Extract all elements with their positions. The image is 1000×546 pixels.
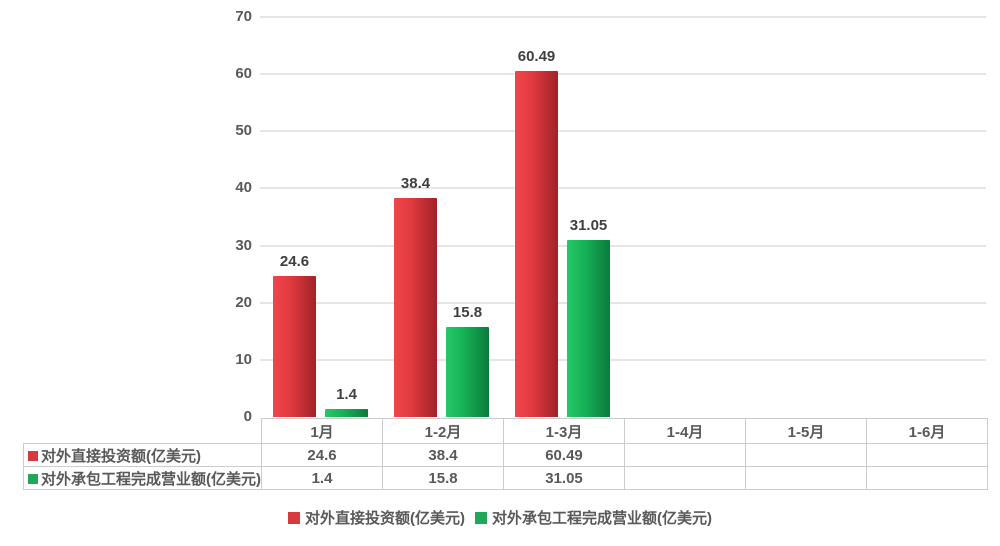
legend-swatch-icon xyxy=(475,512,487,524)
table-row: 对外承包工程完成营业额(亿美元) 1.4 15.8 31.05 xyxy=(23,466,988,490)
bar-series1[interactable] xyxy=(515,71,558,417)
table-series-name: 对外承包工程完成营业额(亿美元) xyxy=(41,470,261,488)
table-category-header: 1-5月 xyxy=(745,418,867,444)
data-table: 1月 1-2月 1-3月 1-4月 1-5月 1-6月对外直接投资额(亿美元) 24.6 38… xyxy=(23,418,988,490)
y-axis-tick-label: 60 xyxy=(235,65,252,83)
legend-item[interactable]: 对外承包工程完成营业额(亿美元) xyxy=(475,507,712,528)
table-category-header: 1月 xyxy=(261,418,383,444)
series-swatch-icon xyxy=(28,473,38,484)
bar-series1[interactable] xyxy=(394,197,437,417)
bar-value-label: 1.4 xyxy=(336,386,357,403)
legend-item[interactable]: 对外直接投资额(亿美元) xyxy=(288,507,465,528)
table-corner-cell xyxy=(24,419,262,444)
table-category-header: 1-2月 xyxy=(382,418,504,444)
table-value-cell: 15.8 xyxy=(382,466,504,490)
gridline xyxy=(260,130,986,133)
y-axis-tick-label: 70 xyxy=(235,8,252,25)
y-axis-tick-label: 0 xyxy=(243,408,252,425)
y-axis-tick-label: 20 xyxy=(235,293,252,311)
gridline xyxy=(260,73,986,76)
legend-item-label: 对外承包工程完成营业额(亿美元) xyxy=(492,510,712,527)
y-axis-tick-label: 10 xyxy=(235,350,252,368)
table-value-cell: 60.49 xyxy=(503,443,625,467)
gridline xyxy=(260,16,986,18)
series-swatch-icon xyxy=(28,450,38,461)
gridline xyxy=(260,187,986,190)
table-row: 对外直接投资额(亿美元) 24.6 38.4 60.49 xyxy=(23,443,988,467)
bar-series2[interactable] xyxy=(446,326,489,417)
chart-legend: 对外直接投资额(亿美元) 对外承包工程完成营业额(亿美元) xyxy=(0,507,1000,529)
table-value-cell: 38.4 xyxy=(382,443,504,467)
table-value-cell xyxy=(624,443,746,467)
table-category-header: 1-3月 xyxy=(503,418,625,444)
bar-value-label: 24.6 xyxy=(279,253,310,271)
plot-area: 24.6 38.4 60.49 1.4 15.8 31.05 xyxy=(260,16,986,417)
legend-item-label: 对外直接投资额(亿美元) xyxy=(305,510,465,527)
y-axis-tick-label: 50 xyxy=(235,122,252,140)
table-value-cell xyxy=(866,466,988,490)
table-value-cell: 24.6 xyxy=(261,443,383,467)
table-category-header: 1-4月 xyxy=(624,418,746,444)
legend-swatch-icon xyxy=(288,512,300,524)
bar-series2[interactable] xyxy=(325,409,368,417)
table-series-label-cell: 对外承包工程完成营业额(亿美元) xyxy=(23,466,262,490)
table-category-header: 1-6月 xyxy=(866,418,988,444)
gridline xyxy=(260,358,986,361)
bar-value-label: 60.49 xyxy=(517,48,556,66)
bar-series1[interactable] xyxy=(273,276,316,417)
table-value-cell xyxy=(745,466,867,490)
gridline xyxy=(260,244,986,247)
table-header-row: 1月 1-2月 1-3月 1-4月 1-5月 1-6月 xyxy=(24,418,988,444)
table-value-cell xyxy=(624,466,746,490)
bar-value-label: 15.8 xyxy=(452,303,483,321)
table-value-cell xyxy=(866,443,988,467)
bar-series2[interactable] xyxy=(567,239,610,417)
table-value-cell: 1.4 xyxy=(261,466,383,490)
table-value-cell xyxy=(745,443,867,467)
y-axis-tick-label: 30 xyxy=(235,236,252,254)
table-series-label-cell: 对外直接投资额(亿美元) xyxy=(23,443,262,467)
y-axis-tick-label: 40 xyxy=(235,179,252,197)
bar-value-label: 38.4 xyxy=(400,174,431,192)
bar-value-label: 31.05 xyxy=(569,216,608,234)
table-value-cell: 31.05 xyxy=(503,466,625,490)
table-series-name: 对外直接投资额(亿美元) xyxy=(41,447,201,465)
gridline xyxy=(260,301,986,304)
